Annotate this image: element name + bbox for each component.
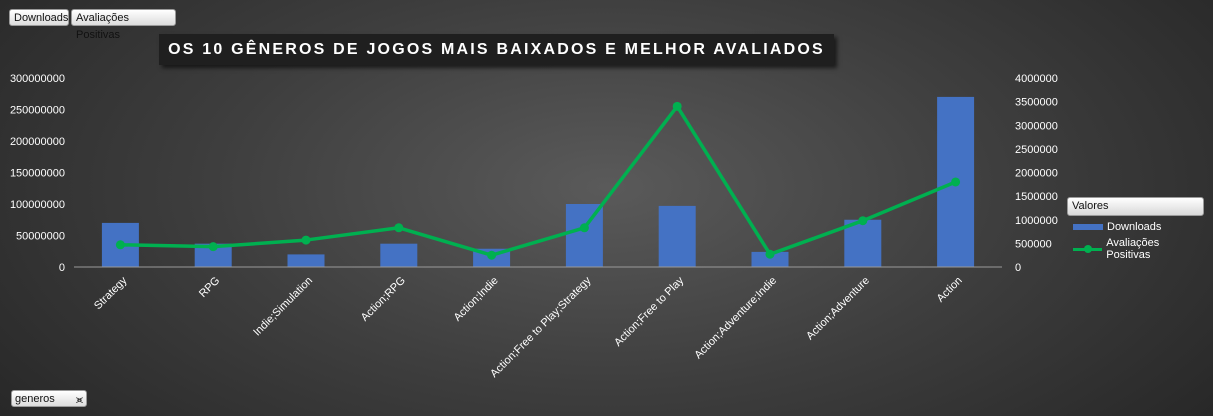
line-point <box>951 177 961 187</box>
line-point <box>765 249 775 259</box>
bar <box>194 243 232 267</box>
bar <box>751 251 789 267</box>
y-left-tick-label: 0 <box>59 262 65 274</box>
legend-label-downloads: Downloads <box>1107 221 1162 233</box>
y-right-tick-label: 3500000 <box>1015 97 1058 109</box>
y-left-tick-label: 100000000 <box>10 199 65 211</box>
x-tick-label: Action;Free to Play <box>612 274 687 349</box>
legend-title[interactable]: Valores <box>1067 197 1204 216</box>
line-swatch-icon <box>1073 244 1103 254</box>
bar <box>380 243 418 267</box>
legend-label-ratings: Avaliações Positivas <box>1106 237 1160 261</box>
bar <box>844 219 882 267</box>
line-point <box>672 101 682 111</box>
x-tick-label: Action <box>935 275 965 305</box>
x-tick-label: Indie;Simulation <box>251 275 315 339</box>
y-right-tick-label: 500000 <box>1015 238 1052 250</box>
line-point <box>115 240 125 250</box>
bar-swatch-icon <box>1073 224 1103 230</box>
series-line <box>120 104 957 257</box>
y-right-tick-label: 1000000 <box>1015 215 1058 227</box>
line-point <box>208 242 218 252</box>
x-tick-label: Action;Indie <box>452 275 501 324</box>
filter-icon: ⪤ <box>75 394 83 406</box>
legend-item-ratings: Avaliações Positivas <box>1067 237 1204 261</box>
line-point <box>579 223 589 233</box>
line-point <box>487 250 497 260</box>
x-tick-label: Action;Free to Play;Strategy <box>488 274 594 380</box>
y-left-tick-label: 50000000 <box>16 231 65 243</box>
filter-label: generos <box>15 393 55 405</box>
y-right-tick-label: 4000000 <box>1015 73 1058 85</box>
y-right-tick-label: 3000000 <box>1015 120 1058 132</box>
legend: Valores Downloads Avaliações Positivas <box>1067 197 1204 261</box>
bar <box>658 205 696 267</box>
line-point <box>858 216 868 226</box>
chart-title: OS 10 GÊNEROS DE JOGOS MAIS BAIXADOS E M… <box>159 34 834 65</box>
y-right-tick-label: 2000000 <box>1015 168 1058 180</box>
generos-filter-button[interactable]: generos ⪤ <box>11 390 87 407</box>
y-left-tick-label: 250000000 <box>10 105 65 117</box>
ratings-field-button[interactable]: Avaliações Positivas <box>71 9 176 41</box>
y-left-tick-label: 200000000 <box>10 136 65 148</box>
bar <box>287 254 325 267</box>
y-right-tick-label: 2500000 <box>1015 144 1058 156</box>
x-tick-label: Strategy <box>92 274 130 312</box>
line-point <box>301 235 311 245</box>
legend-item-downloads: Downloads <box>1067 216 1204 238</box>
x-tick-label: Action;Adventure <box>804 275 872 343</box>
downloads-field-button[interactable]: Downloads <box>9 9 69 26</box>
y-right-tick-label: 1500000 <box>1015 191 1058 203</box>
x-tick-label: Action;Adventure;Indie <box>692 275 779 362</box>
y-left-tick-label: 150000000 <box>10 168 65 180</box>
x-tick-label: RPG <box>197 275 222 300</box>
line-point <box>394 223 404 233</box>
y-right-tick-label: 0 <box>1015 262 1021 274</box>
x-tick-label: Action;RPG <box>359 275 408 324</box>
y-left-tick-label: 300000000 <box>10 73 65 85</box>
